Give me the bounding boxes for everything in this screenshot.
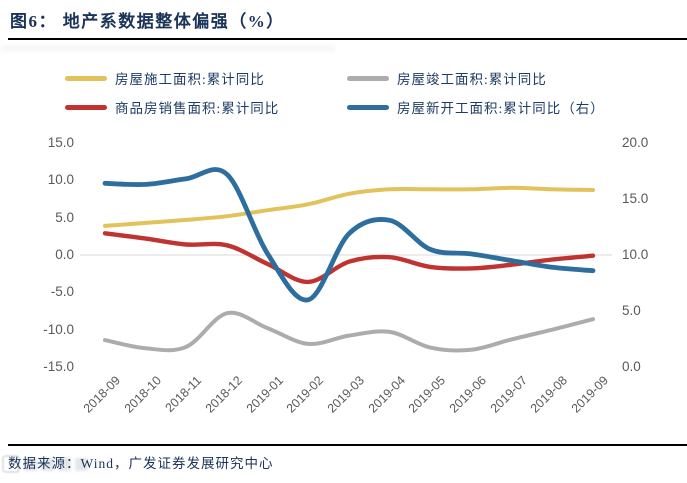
source-note: 数据来源：Wind，广发证券发展研究中心 xyxy=(8,456,274,471)
line-sales xyxy=(102,231,596,285)
right-axis-tick: 20.0 xyxy=(622,135,649,150)
line-new-starts xyxy=(102,167,596,303)
legend-label-completion: 房屋竣工面积:累计同比 xyxy=(397,72,547,87)
legend-item-sales: 商品房销售面积:累计同比 xyxy=(65,99,280,116)
legend-label-sales: 商品房销售面积:累计同比 xyxy=(115,101,280,116)
legend-item-construction: 房屋施工面积:累计同比 xyxy=(65,70,265,87)
left-axis-tick: 0.0 xyxy=(55,247,74,262)
right-axis-tick: 0.0 xyxy=(622,359,641,374)
legend-swatch-construction xyxy=(65,75,107,81)
legend-label-construction: 房屋施工面积:累计同比 xyxy=(115,72,265,87)
right-axis-tick: 5.0 xyxy=(622,303,641,318)
left-axis-tick: 10.0 xyxy=(47,172,74,188)
figure-title: 图6： 地产系数据整体偏强（%） xyxy=(10,12,285,31)
legend-swatch-new-starts xyxy=(347,104,389,110)
left-axis-tick: 5.0 xyxy=(55,209,74,225)
right-axis-tick: 10.0 xyxy=(622,247,649,262)
line-construction xyxy=(103,185,595,228)
legend-swatch-sales xyxy=(65,104,107,110)
legend-label-new-starts: 房屋新开工面积:累计同比（右） xyxy=(397,101,605,116)
legend-swatch-completion xyxy=(347,75,389,81)
left-axis-tick: -15.0 xyxy=(43,359,74,374)
left-axis-tick: 15.0 xyxy=(47,135,74,150)
right-axis-tick: 15.0 xyxy=(622,191,649,206)
left-axis-tick: -5.0 xyxy=(50,284,74,300)
legend-item-new-starts: 房屋新开工面积:累计同比（右） xyxy=(347,99,605,116)
legend-item-completion: 房屋竣工面积:累计同比 xyxy=(347,70,547,87)
line-completion xyxy=(103,310,595,353)
title-divider-rule xyxy=(8,38,687,40)
footer-divider-rule xyxy=(8,444,687,446)
faint-watermark-smudge xyxy=(0,45,335,52)
left-axis-tick: -10.0 xyxy=(43,321,74,337)
